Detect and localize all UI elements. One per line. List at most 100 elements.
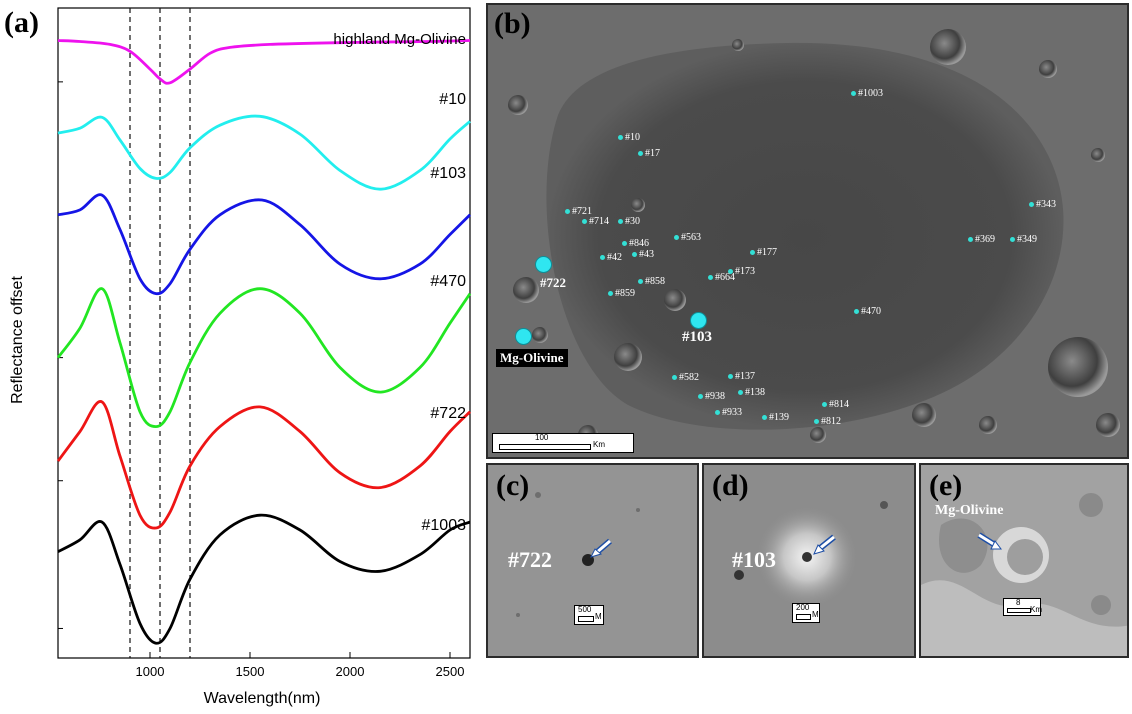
site-marker-12: #664 bbox=[708, 272, 735, 283]
site-marker-4: #714 bbox=[582, 216, 609, 227]
map-scale-bar: 100 Km bbox=[492, 433, 634, 453]
big-site-dot-2 bbox=[515, 328, 532, 345]
site-id-label: #173 bbox=[735, 266, 755, 277]
site-dot bbox=[715, 410, 720, 416]
x-tick-label-3: 2500 bbox=[436, 664, 465, 679]
site-id-label: #43 bbox=[639, 249, 654, 260]
site-marker-20: #137 bbox=[728, 371, 755, 382]
plot-border bbox=[57, 7, 471, 659]
panel-c-label: (c) bbox=[496, 469, 530, 502]
site-marker-24: #139 bbox=[762, 412, 789, 423]
x-tick-labels: 1000 1500 2000 2500 bbox=[136, 652, 465, 679]
site-id-label: #30 bbox=[625, 216, 640, 227]
series-label-1: #10 bbox=[439, 91, 466, 108]
panel-d-terrain bbox=[704, 465, 914, 656]
site-dot bbox=[1010, 237, 1015, 243]
series-label-3: #470 bbox=[430, 273, 466, 290]
site-dot bbox=[708, 275, 713, 281]
site-marker-15: #470 bbox=[854, 306, 881, 317]
site-id-label: #177 bbox=[757, 247, 777, 258]
site-marker-6: #563 bbox=[674, 232, 701, 243]
site-id-label: #814 bbox=[829, 399, 849, 410]
site-marker-19: #582 bbox=[672, 372, 699, 383]
site-marker-21: #938 bbox=[698, 391, 725, 402]
series-line-3 bbox=[56, 287, 472, 429]
site-dot bbox=[1029, 202, 1034, 208]
panel-c-site-label: #722 bbox=[508, 547, 552, 572]
site-marker-25: #814 bbox=[822, 399, 849, 410]
series-label-5: #1003 bbox=[422, 517, 467, 534]
site-marker-5: #30 bbox=[618, 216, 640, 227]
site-label-722: #722 bbox=[540, 275, 566, 290]
big-site-dot-0 bbox=[535, 256, 552, 273]
site-marker-0: #1003 bbox=[851, 88, 883, 99]
site-dot bbox=[618, 219, 623, 225]
site-marker-22: #138 bbox=[738, 387, 765, 398]
site-dot bbox=[632, 252, 637, 258]
site-dot bbox=[968, 237, 973, 243]
panel-d-scale-value: 200 bbox=[796, 603, 810, 612]
panel-d-scale-unit: M bbox=[812, 610, 819, 619]
series-line-2 bbox=[57, 193, 471, 296]
dashed-reference-lines bbox=[129, 8, 191, 658]
series-label-2: #103 bbox=[430, 165, 466, 182]
site-id-label: #10 bbox=[625, 132, 640, 143]
site-dot bbox=[762, 415, 767, 421]
site-label-mg-olivine: Mg-Olivine bbox=[496, 349, 568, 367]
site-dot bbox=[618, 135, 623, 141]
site-marker-1: #10 bbox=[618, 132, 640, 143]
site-id-label: #369 bbox=[975, 234, 995, 245]
spectral-series bbox=[56, 39, 472, 645]
site-id-label: #349 bbox=[1017, 234, 1037, 245]
site-marker-14: #858 bbox=[638, 276, 665, 287]
panel-b-label: (b) bbox=[494, 7, 531, 40]
series-line-1 bbox=[57, 114, 471, 191]
panel-a-label: (a) bbox=[4, 6, 39, 39]
site-id-label: #17 bbox=[645, 148, 660, 159]
site-dot bbox=[674, 235, 679, 241]
panel-c-scale-unit: M bbox=[595, 612, 602, 621]
panel-d-site-label: #103 bbox=[732, 547, 776, 572]
site-marker-11: #173 bbox=[728, 266, 755, 277]
site-marker-18: #349 bbox=[1010, 234, 1037, 245]
series-label-0: highland Mg-Olivine bbox=[333, 31, 466, 48]
panel-c-scale-bar: 500 M bbox=[574, 605, 604, 625]
site-id-label: #664 bbox=[715, 272, 735, 283]
panel-e-terrain bbox=[921, 465, 1127, 656]
site-dot bbox=[672, 375, 677, 381]
site-marker-17: #369 bbox=[968, 234, 995, 245]
x-tick-label-2: 2000 bbox=[336, 664, 365, 679]
series-line-4 bbox=[56, 400, 471, 530]
site-id-label: #721 bbox=[572, 206, 592, 217]
closeup-panel-c: (c) #722 500 M bbox=[486, 463, 699, 658]
site-marker-3: #721 bbox=[565, 206, 592, 217]
site-id-label: #138 bbox=[745, 387, 765, 398]
site-dot bbox=[608, 291, 613, 297]
site-id-label: #714 bbox=[589, 216, 609, 227]
site-id-label: #42 bbox=[607, 252, 622, 263]
site-dot bbox=[638, 151, 643, 157]
site-dot bbox=[622, 241, 627, 247]
site-marker-16: #343 bbox=[1029, 199, 1056, 210]
site-dot bbox=[638, 279, 643, 285]
y-axis-label: Reflectance offset bbox=[9, 276, 26, 404]
site-marker-2: #17 bbox=[638, 148, 660, 159]
site-id-label: #582 bbox=[679, 372, 699, 383]
site-dot bbox=[582, 219, 587, 225]
site-id-label: #859 bbox=[615, 288, 635, 299]
site-dot bbox=[750, 250, 755, 256]
panel-e-scale-value: 8 bbox=[1016, 598, 1021, 607]
site-dot bbox=[565, 209, 570, 215]
site-dot bbox=[851, 91, 856, 97]
site-marker-9: #43 bbox=[632, 249, 654, 260]
series-label-4: #722 bbox=[430, 405, 466, 422]
closeup-panel-d: (d) #103 200 M bbox=[702, 463, 916, 658]
site-label-103: #103 bbox=[682, 329, 712, 345]
site-id-label: #933 bbox=[722, 407, 742, 418]
site-id-label: #137 bbox=[735, 371, 755, 382]
series-line-5 bbox=[57, 513, 471, 645]
site-dot bbox=[854, 309, 859, 315]
panel-e-scale-unit: Km bbox=[1030, 605, 1042, 614]
big-site-dot-1 bbox=[690, 312, 707, 329]
site-dot bbox=[738, 390, 743, 396]
